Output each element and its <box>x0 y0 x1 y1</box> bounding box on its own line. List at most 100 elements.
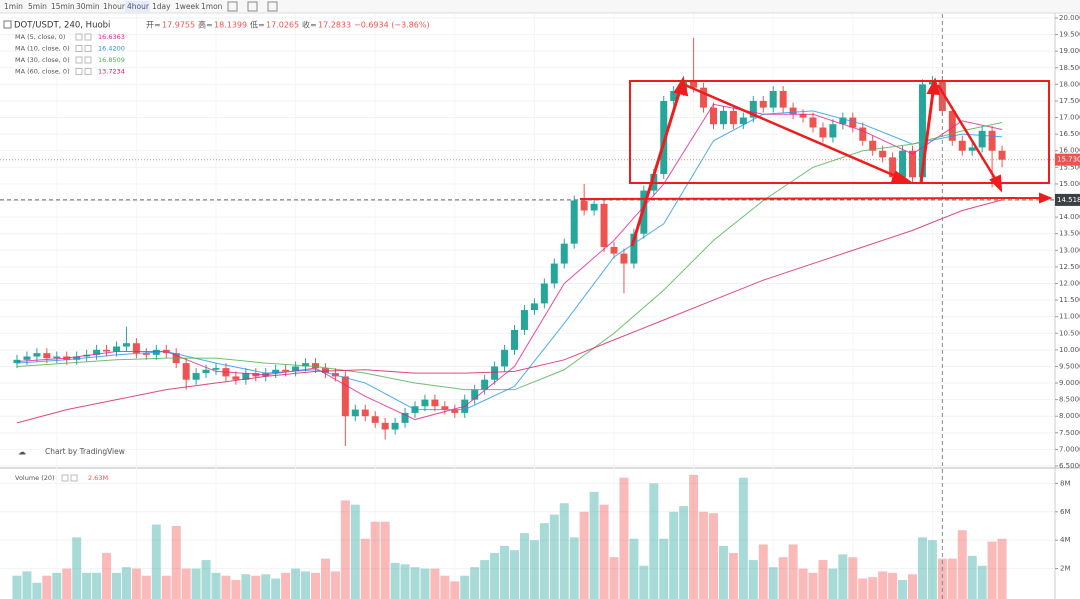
candle-body <box>351 409 359 417</box>
legend-icon[interactable] <box>75 68 83 75</box>
last-price-label-bg <box>1055 153 1080 166</box>
volume-tick-label: 4M <box>1060 536 1071 544</box>
y-tick-label: 6.5000 <box>1059 462 1080 470</box>
y-tick-label: 12.5000 <box>1059 263 1080 271</box>
volume-bar <box>241 574 251 599</box>
volume-bar <box>778 557 788 599</box>
candle-body <box>660 100 668 174</box>
volume-bar <box>768 567 778 599</box>
candle-body <box>491 366 499 380</box>
candle-body <box>779 91 787 108</box>
ohlc-change: −0.6934 (−3.86%) <box>354 21 430 30</box>
crosshair-label-bg <box>1055 193 1080 206</box>
interval-button[interactable]: 1hour <box>103 2 126 11</box>
legend-icon[interactable] <box>84 68 92 75</box>
candle-body <box>212 368 220 370</box>
legend-icon[interactable] <box>75 45 83 52</box>
arrow-head <box>989 174 1003 193</box>
interval-button[interactable]: 1mon <box>201 2 223 11</box>
y-tick-label: 7.5000 <box>1059 429 1080 437</box>
volume-bar <box>131 568 141 599</box>
volume-bar <box>221 575 231 599</box>
volume-bar <box>808 572 818 599</box>
legend-icon[interactable] <box>75 33 83 41</box>
volume-bar <box>22 571 32 599</box>
volume-bar <box>748 560 758 599</box>
y-tick-label: 8.0000 <box>1059 412 1080 420</box>
candle-body <box>590 203 598 211</box>
candle-body <box>719 110 727 125</box>
interval-button[interactable]: 4hour <box>127 2 150 11</box>
y-tick-label: 18.0000 <box>1059 80 1080 88</box>
volume-bar <box>838 554 848 599</box>
candle-body <box>540 283 548 304</box>
y-tick-label: 14.0000 <box>1059 213 1080 221</box>
interval-button[interactable]: 1week <box>175 2 200 11</box>
volume-bar <box>82 572 92 599</box>
ma-legend-value: 13.7234 <box>98 68 125 76</box>
candle-body <box>103 349 111 352</box>
candle-body <box>242 373 250 380</box>
candle-body <box>302 363 310 367</box>
candle-body <box>471 389 479 400</box>
volume-bar <box>311 572 320 599</box>
legend-icon[interactable] <box>75 56 83 64</box>
volume-bar <box>12 575 22 599</box>
volume-bar <box>609 557 619 599</box>
volume-bar <box>898 579 908 599</box>
interval-button[interactable]: 1day <box>152 2 171 11</box>
legend-icon[interactable] <box>84 33 92 41</box>
annotations <box>579 76 1053 247</box>
volume-tick-label: 8M <box>1060 479 1071 487</box>
candle-body <box>421 399 429 407</box>
volume-bar <box>261 574 271 599</box>
ma-legend-name: MA (10, close, 0) <box>15 45 70 53</box>
legend-icon[interactable] <box>84 45 92 52</box>
tool-icon[interactable] <box>247 1 258 12</box>
candle-body <box>312 363 319 369</box>
volume-bar <box>161 575 171 599</box>
volume-bar <box>967 555 977 599</box>
volume-bar <box>878 571 888 599</box>
candle-body <box>511 329 518 350</box>
candle-body <box>849 117 857 128</box>
candle-body <box>431 399 439 407</box>
candle-body <box>899 150 907 178</box>
volume-legend-value: 2.63M <box>88 474 108 482</box>
legend-icon[interactable] <box>84 56 92 64</box>
volume-bar <box>390 562 400 599</box>
ohlc-value: 18.1399 <box>214 21 247 30</box>
candle-body <box>739 117 747 125</box>
volume-bar <box>679 506 689 599</box>
legend-icon[interactable] <box>61 474 69 482</box>
ohlc-value: 17.2833 <box>318 21 351 30</box>
tool-icon[interactable] <box>227 1 238 12</box>
arrow-line <box>919 91 935 183</box>
candle-body <box>182 363 190 380</box>
volume-bar <box>52 572 62 599</box>
legend-icon[interactable] <box>70 474 78 482</box>
interval-button[interactable]: 15min <box>51 2 75 11</box>
volume-bar <box>291 568 301 599</box>
candle-body <box>829 124 837 138</box>
interval-button[interactable]: 1min <box>4 2 23 11</box>
interval-button[interactable]: 5min <box>28 2 47 11</box>
tool-icon[interactable] <box>267 1 278 12</box>
volume-bar <box>42 575 52 599</box>
moving-average-line <box>16 122 1003 391</box>
volume-bar <box>539 523 549 599</box>
candle-body <box>839 117 847 125</box>
arrow-head <box>890 170 914 183</box>
y-tick-label: 13.5000 <box>1059 230 1080 238</box>
interval-button[interactable]: 30min <box>76 2 100 11</box>
candle-body <box>610 246 618 254</box>
volume-bar <box>400 564 410 599</box>
moving-average-line <box>16 199 1003 424</box>
volume-bar <box>102 552 112 599</box>
y-tick-label: 19.0000 <box>1059 47 1080 55</box>
volume-bar <box>529 540 539 599</box>
volume-legend-name: Volume (20) <box>15 474 55 482</box>
volume-bar <box>569 537 579 599</box>
volume-bar <box>868 577 878 599</box>
